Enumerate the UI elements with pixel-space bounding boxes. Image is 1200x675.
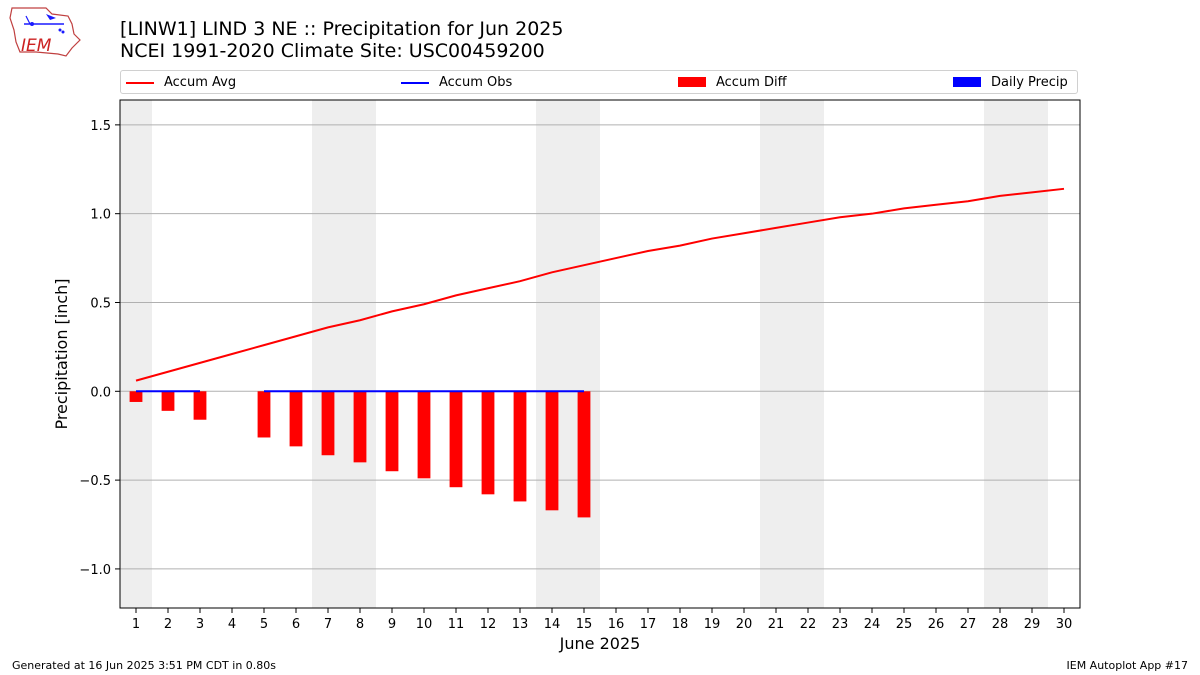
y-tick-label: 0.5 bbox=[90, 296, 111, 311]
weekend-shade-4 bbox=[984, 100, 1048, 608]
x-tick-label: 13 bbox=[512, 617, 529, 632]
x-tick-label: 4 bbox=[228, 617, 236, 632]
weekend-shade-1 bbox=[312, 100, 376, 608]
weekend-shade-2 bbox=[536, 100, 600, 608]
x-tick-label: 19 bbox=[704, 617, 721, 632]
legend-swatch-accum-avg bbox=[126, 82, 154, 84]
x-tick-label: 1 bbox=[132, 617, 140, 632]
plot-frame bbox=[119, 99, 1081, 609]
x-tick-label: 23 bbox=[832, 617, 849, 632]
legend-label-accum-diff: Accum Diff bbox=[716, 75, 787, 90]
x-tick-label: 20 bbox=[736, 617, 753, 632]
accum-diff-bar bbox=[385, 391, 399, 472]
footer-generated: Generated at 16 Jun 2025 3:51 PM CDT in … bbox=[12, 659, 277, 672]
accum-diff-bar bbox=[257, 391, 271, 438]
accum-diff-bar bbox=[545, 391, 559, 511]
weekend-shade-3 bbox=[760, 100, 824, 608]
logo-text: IEM bbox=[21, 36, 52, 56]
accum-avg-line bbox=[135, 187, 1065, 382]
legend: Accum Avg Accum Obs Accum Diff Daily Pre… bbox=[120, 70, 1078, 94]
accum-diff-bar bbox=[321, 391, 335, 456]
x-tick-label: 7 bbox=[324, 617, 332, 632]
weekend-shade-0 bbox=[120, 100, 152, 608]
x-tick-label: 12 bbox=[480, 617, 497, 632]
x-tick-label: 14 bbox=[544, 617, 561, 632]
accum-diff-bar bbox=[513, 391, 527, 502]
accum-diff-bar bbox=[577, 391, 591, 518]
iem-logo: IEM bbox=[9, 7, 81, 57]
x-tick-label: 2 bbox=[164, 617, 172, 632]
accum-diff-bar bbox=[289, 391, 303, 447]
x-tick-label: 28 bbox=[992, 617, 1009, 632]
x-axis-label: June 2025 bbox=[559, 634, 641, 653]
x-tick-label: 22 bbox=[800, 617, 817, 632]
x-tick-label: 10 bbox=[416, 617, 433, 632]
y-tick-label: 1.0 bbox=[90, 208, 111, 223]
accum-diff-bar bbox=[481, 391, 495, 495]
chart-subtitle: NCEI 1991-2020 Climate Site: USC00459200 bbox=[120, 40, 545, 62]
x-tick-label: 6 bbox=[292, 617, 300, 632]
x-tick-label: 18 bbox=[672, 617, 689, 632]
accum-diff-bar bbox=[353, 391, 367, 463]
chart-title: [LINW1] LIND 3 NE :: Precipitation for J… bbox=[120, 18, 564, 40]
legend-swatch-accum-diff bbox=[678, 77, 706, 87]
footer-app-id: IEM Autoplot App #17 bbox=[1066, 659, 1189, 672]
x-tick-label: 5 bbox=[260, 617, 268, 632]
x-tick-label: 27 bbox=[960, 617, 977, 632]
legend-label-accum-avg: Accum Avg bbox=[164, 75, 237, 90]
x-tick-label: 8 bbox=[356, 617, 364, 632]
x-tick-label: 16 bbox=[608, 617, 625, 632]
x-tick-label: 21 bbox=[768, 617, 785, 632]
y-tick-label: 1.5 bbox=[90, 119, 111, 134]
accum-diff-bar bbox=[193, 391, 207, 420]
accum-diff-bar bbox=[417, 391, 431, 479]
y-tick-label: −1.0 bbox=[79, 563, 111, 578]
x-tick-label: 3 bbox=[196, 617, 204, 632]
x-tick-label: 15 bbox=[576, 617, 593, 632]
x-tick-label: 29 bbox=[1024, 617, 1041, 632]
x-tick-label: 25 bbox=[896, 617, 913, 632]
x-tick-label: 26 bbox=[928, 617, 945, 632]
x-tick-label: 30 bbox=[1056, 617, 1073, 632]
accum-diff-bar bbox=[449, 391, 463, 488]
accum-diff-bar bbox=[129, 391, 143, 402]
legend-label-daily-precip: Daily Precip bbox=[991, 75, 1068, 90]
legend-label-accum-obs: Accum Obs bbox=[439, 75, 513, 90]
y-tick-label: −0.5 bbox=[79, 474, 111, 489]
accum-diff-bar bbox=[161, 391, 175, 411]
x-tick-label: 17 bbox=[640, 617, 657, 632]
x-tick-label: 11 bbox=[448, 617, 465, 632]
legend-swatch-daily-precip bbox=[953, 77, 981, 87]
y-axis-label: Precipitation [inch] bbox=[52, 278, 71, 429]
legend-swatch-accum-obs bbox=[401, 82, 429, 84]
y-tick-label: 0.0 bbox=[90, 385, 111, 400]
x-tick-label: 9 bbox=[388, 617, 396, 632]
x-tick-label: 24 bbox=[864, 617, 881, 632]
